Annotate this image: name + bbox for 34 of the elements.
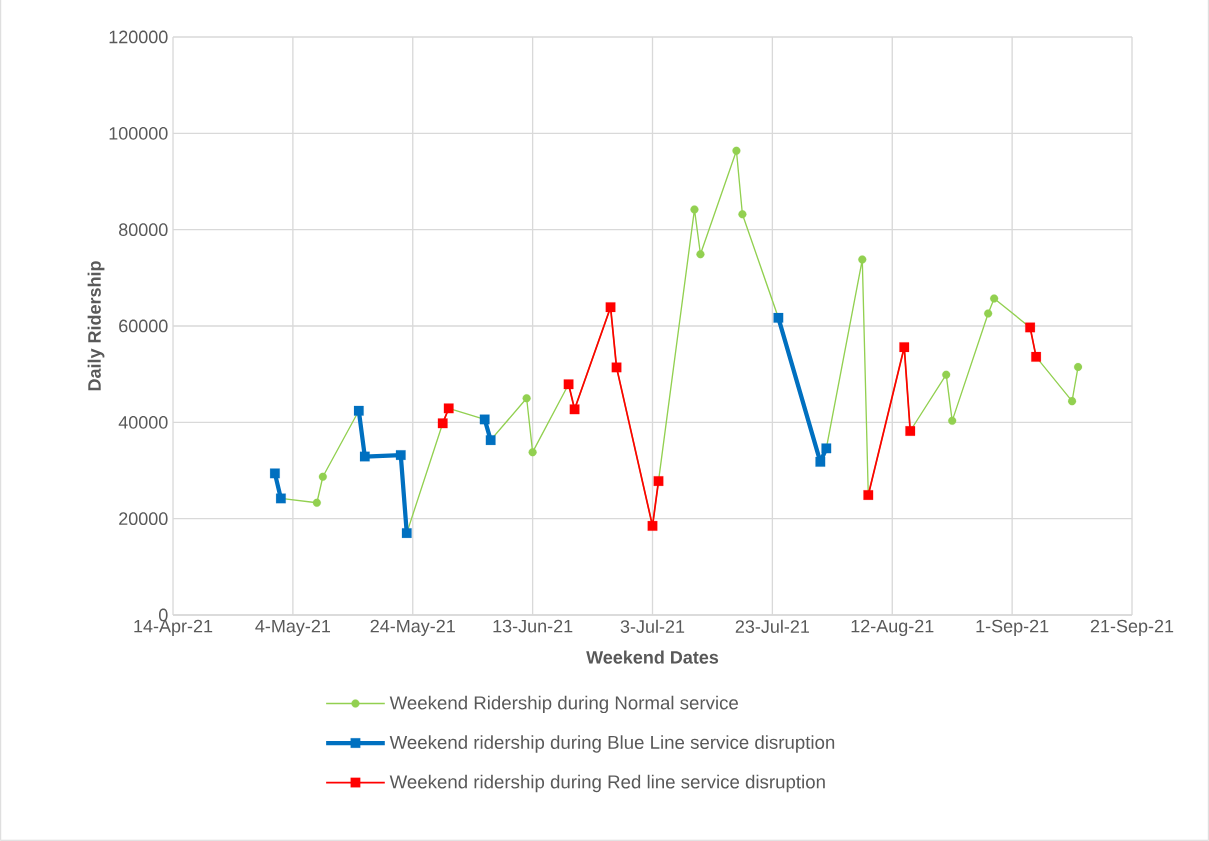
y-tick-label: 40000 — [118, 415, 168, 429]
x-tick-label: 4-May-21 — [255, 619, 331, 637]
legend-label: Weekend Ridership during Normal service — [389, 695, 738, 714]
x-tick-label: 1-Sep-21 — [976, 619, 1049, 637]
point — [732, 146, 741, 155]
x-tick-label: 3-Jul-21 — [620, 619, 685, 633]
point — [942, 370, 951, 379]
x-tick-label: 23-Jul-21 — [735, 619, 810, 633]
x-tick-label: 21-Sep-21 — [1090, 619, 1174, 637]
point — [522, 394, 531, 403]
y-tick-label: 80000 — [119, 223, 168, 237]
point — [318, 472, 327, 481]
x-tick-label: 12-Aug-21 — [851, 619, 934, 637]
point — [696, 250, 705, 259]
x-axis-title: Weekend Dates — [586, 650, 719, 664]
y-tick-label: 120000 — [109, 30, 168, 44]
point — [1067, 397, 1077, 406]
point — [984, 309, 993, 318]
y-axis-title: Daily Ridership — [87, 261, 105, 391]
legend-label: Weekend ridership during Blue Line service disruption — [389, 735, 835, 753]
point — [948, 416, 957, 425]
point — [312, 498, 321, 507]
y-tick-label: 60000 — [119, 319, 168, 333]
point — [858, 255, 867, 264]
point — [990, 294, 999, 303]
point — [690, 205, 699, 214]
y-tick-label: 100000 — [109, 126, 168, 140]
x-tick-label: 24-May-21 — [370, 619, 455, 637]
legend-label: Weekend ridership during Red line service disruption — [389, 774, 825, 793]
x-tick-label: 13-Jun-21 — [493, 619, 573, 633]
point — [738, 210, 747, 219]
point — [528, 448, 537, 457]
y-tick-label: 20000 — [119, 512, 168, 526]
point — [1073, 362, 1083, 372]
